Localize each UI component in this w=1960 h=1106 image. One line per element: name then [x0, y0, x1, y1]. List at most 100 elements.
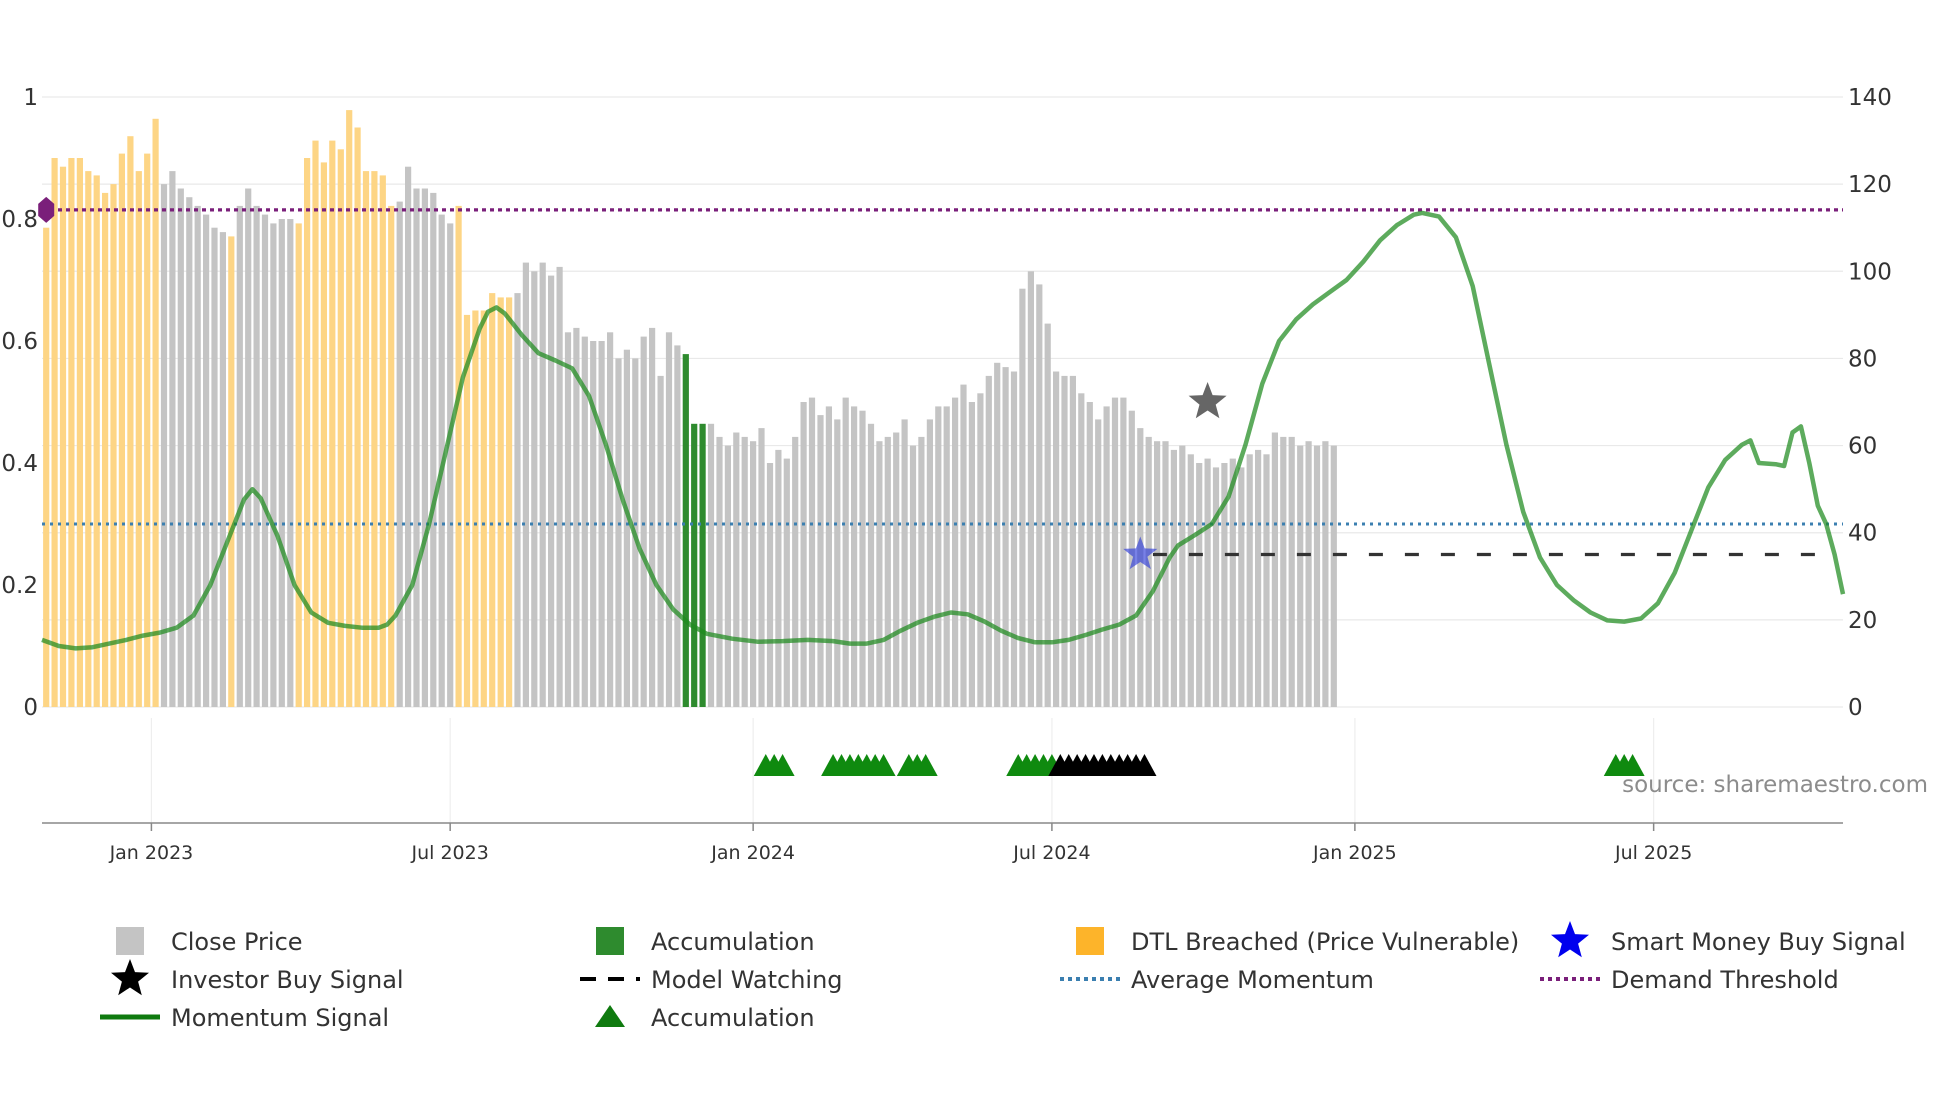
- legend-item: Average Momentum: [1060, 966, 1374, 994]
- close-price-bar: [564, 332, 572, 707]
- dtl-breached-bar: [43, 227, 50, 707]
- dtl-breached-bar: [102, 192, 109, 707]
- legend-label: Momentum Signal: [171, 1004, 389, 1032]
- demand-threshold-marker: [38, 196, 55, 223]
- close-price-bar: [203, 214, 210, 707]
- close-price-bar: [405, 166, 412, 707]
- legend-label: Accumulation: [651, 928, 815, 956]
- left-tick-label: 0.4: [1, 451, 38, 477]
- close-price-bar: [674, 345, 681, 707]
- close-price-bar: [808, 397, 816, 707]
- right-tick-label: 0: [1848, 695, 1863, 721]
- legend-triangle-icon: [595, 1005, 625, 1027]
- dtl-breached-bar: [118, 153, 125, 708]
- close-price-bar: [590, 341, 597, 707]
- close-price-bar: [817, 415, 824, 707]
- close-price-bar: [581, 336, 588, 707]
- legend-label: Close Price: [171, 928, 303, 956]
- close-price-bar: [1229, 458, 1236, 707]
- close-price-bar: [943, 406, 950, 707]
- close-price-bar: [825, 406, 832, 707]
- close-price-bar: [741, 436, 748, 707]
- close-price-bar: [573, 327, 580, 707]
- legend: Close Price Accumulation DTL Breached (Pri…: [100, 921, 1906, 1032]
- close-price-bar: [985, 375, 992, 707]
- close-price-bar: [1111, 397, 1119, 707]
- dtl-breached-bar: [362, 171, 370, 708]
- right-tick-label: 20: [1848, 608, 1877, 634]
- left-tick-label: 0.2: [1, 573, 38, 599]
- close-price-bar: [960, 384, 967, 707]
- legend-item: Investor Buy Signal: [111, 959, 404, 996]
- close-price-bar: [707, 423, 715, 707]
- legend-item: DTL Breached (Price Vulnerable): [1076, 927, 1519, 956]
- dtl-breached-bar: [110, 184, 117, 708]
- close-price-bar: [977, 393, 984, 707]
- right-tick-label: 100: [1848, 259, 1892, 285]
- right-tick-label: 80: [1848, 346, 1877, 372]
- accumulation-triangle: [871, 754, 896, 776]
- legend-label: Model Watching: [651, 966, 843, 994]
- close-price-bar: [1103, 406, 1110, 707]
- close-price-bar: [1128, 410, 1135, 707]
- close-price-bar: [623, 349, 630, 707]
- close-price-bar: [918, 436, 925, 707]
- legend-label: Smart Money Buy Signal: [1611, 928, 1906, 956]
- close-price-bar: [1170, 449, 1177, 707]
- accumulation-triangle: [913, 754, 938, 776]
- close-price-bar: [842, 397, 849, 707]
- x-tick-label: Jul 2025: [1614, 842, 1692, 864]
- close-price-bar: [1137, 428, 1144, 707]
- dtl-breached-bar: [51, 158, 58, 707]
- close-price-bar: [1036, 284, 1043, 707]
- close-price-bar: [1221, 463, 1228, 707]
- close-price-bar: [1322, 441, 1329, 707]
- close-price-bar: [270, 223, 277, 707]
- x-tick-label: Jan 2024: [710, 842, 795, 864]
- close-price-bar: [1288, 436, 1295, 707]
- x-tick-label: Jan 2025: [1312, 842, 1397, 864]
- source-note: source: sharemaestro.com: [1622, 772, 1928, 798]
- x-tick-label: Jul 2023: [411, 842, 489, 864]
- dtl-breached-bar: [371, 171, 378, 708]
- legend-item: Accumulation: [596, 927, 815, 956]
- close-price-bar: [430, 192, 437, 707]
- close-price-bar: [1212, 467, 1220, 707]
- close-price-bar: [1078, 393, 1085, 707]
- dtl-breached-bar: [506, 297, 513, 707]
- close-price-bar: [261, 214, 269, 707]
- close-price-bar: [1061, 375, 1068, 707]
- dtl-breached-bar: [93, 175, 100, 707]
- close-price-bar: [1019, 288, 1026, 707]
- close-price-bar: [1145, 436, 1152, 707]
- close-price-bar: [169, 171, 176, 708]
- x-tick-label: Jan 2023: [109, 842, 194, 864]
- close-price-bar: [1263, 454, 1270, 707]
- close-price-bar: [1271, 432, 1278, 707]
- dtl-breached-bar: [480, 310, 487, 707]
- close-price-bar: [657, 375, 664, 707]
- close-price-bar: [615, 358, 622, 707]
- legend-item: Momentum Signal: [100, 1004, 389, 1032]
- dtl-breached-bar: [497, 297, 504, 707]
- close-price-bar: [1010, 371, 1018, 707]
- close-price-bar: [211, 227, 218, 707]
- close-price-bars: [43, 110, 1337, 708]
- dtl-breached-bar: [127, 136, 134, 707]
- smart-money-buy-star: [1123, 536, 1158, 570]
- dtl-breached-bar: [337, 149, 344, 708]
- close-price-bar: [968, 402, 975, 707]
- accumulation-bar: [691, 423, 698, 707]
- accumulation-bar: [699, 423, 706, 707]
- close-price-bar: [935, 406, 942, 707]
- close-price-bar: [278, 219, 285, 707]
- close-price-bar: [1162, 441, 1169, 707]
- left-tick-label: 0.8: [1, 207, 38, 233]
- close-price-bar: [952, 397, 959, 707]
- close-price-bar: [884, 436, 891, 707]
- right-tick-label: 120: [1848, 172, 1892, 198]
- close-price-bar: [548, 275, 555, 707]
- close-price-bar: [800, 402, 807, 707]
- close-price-bar: [1086, 402, 1093, 707]
